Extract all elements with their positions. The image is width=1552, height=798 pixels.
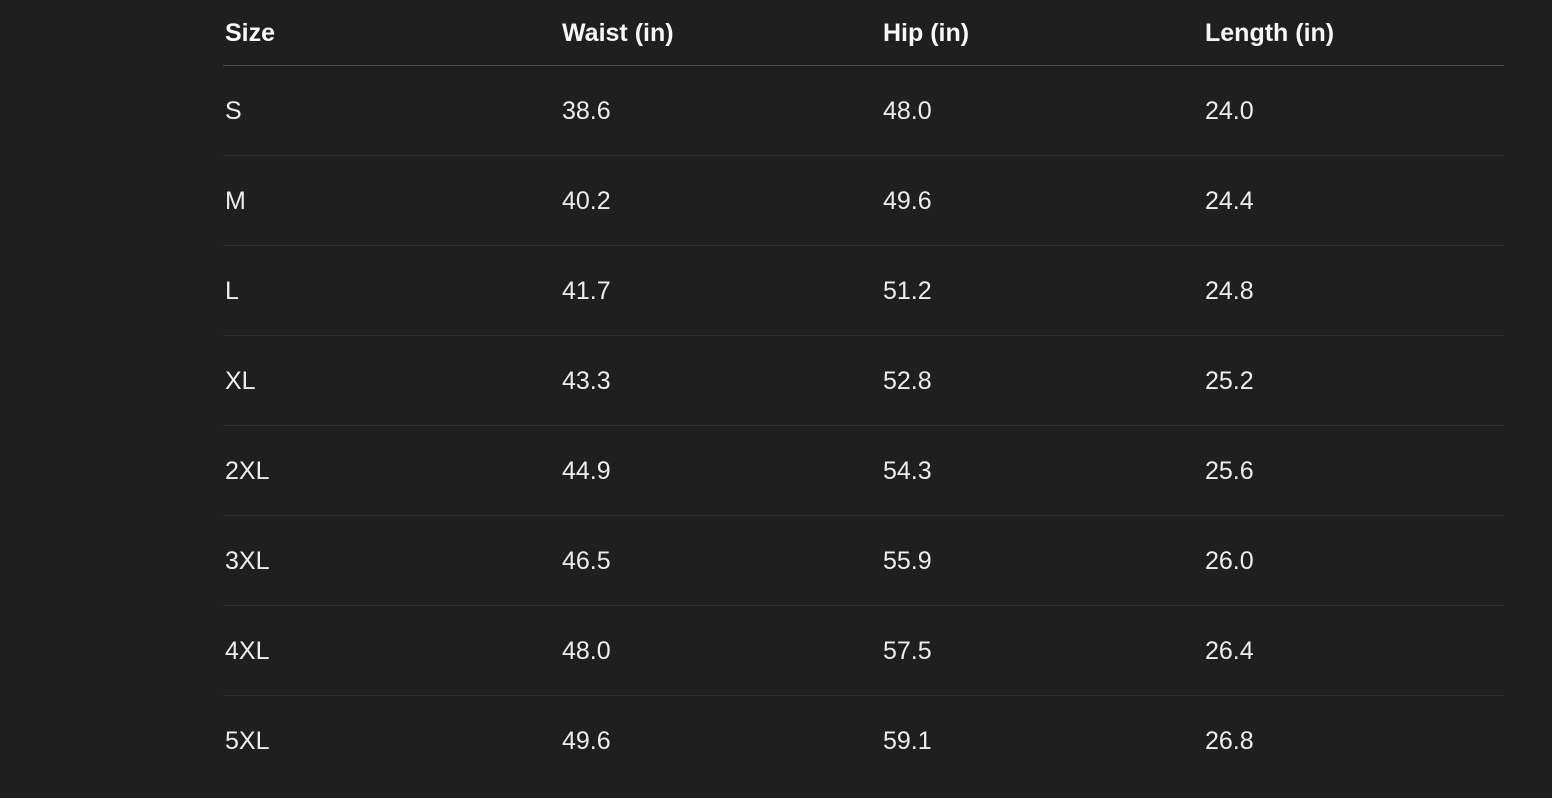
table-row: L 41.7 51.2 24.8 xyxy=(223,246,1504,336)
column-header-size: Size xyxy=(225,18,276,47)
cell-waist: 46.5 xyxy=(562,546,611,575)
cell-length: 26.0 xyxy=(1205,546,1254,575)
cell-hip: 51.2 xyxy=(883,276,932,305)
cell-length: 24.4 xyxy=(1205,186,1254,215)
table-header-row: Size Waist (in) Hip (in) Length (in) xyxy=(223,0,1504,66)
cell-size: 4XL xyxy=(225,636,270,665)
table-row: 3XL 46.5 55.9 26.0 xyxy=(223,516,1504,606)
cell-size: L xyxy=(225,276,239,305)
cell-hip: 48.0 xyxy=(883,96,932,125)
cell-length: 24.8 xyxy=(1205,276,1254,305)
cell-size: S xyxy=(225,96,242,125)
table-row: 5XL 49.6 59.1 26.8 xyxy=(223,696,1504,786)
cell-waist: 48.0 xyxy=(562,636,611,665)
cell-hip: 59.1 xyxy=(883,727,932,755)
cell-size: XL xyxy=(225,366,256,395)
cell-size: 2XL xyxy=(225,456,270,485)
cell-length: 26.4 xyxy=(1205,636,1254,665)
cell-hip: 55.9 xyxy=(883,546,932,575)
cell-waist: 43.3 xyxy=(562,366,611,395)
table-row: XL 43.3 52.8 25.2 xyxy=(223,336,1504,426)
cell-waist: 49.6 xyxy=(562,727,611,755)
cell-size: M xyxy=(225,186,246,215)
table-row: S 38.6 48.0 24.0 xyxy=(223,66,1504,156)
cell-waist: 38.6 xyxy=(562,96,611,125)
column-header-waist: Waist (in) xyxy=(562,18,674,47)
cell-length: 25.2 xyxy=(1205,366,1254,395)
table-row: 4XL 48.0 57.5 26.4 xyxy=(223,606,1504,696)
cell-waist: 41.7 xyxy=(562,276,611,305)
cell-hip: 49.6 xyxy=(883,186,932,215)
table-row: 2XL 44.9 54.3 25.6 xyxy=(223,426,1504,516)
cell-hip: 54.3 xyxy=(883,456,932,485)
column-header-length: Length (in) xyxy=(1205,18,1335,47)
column-header-hip: Hip (in) xyxy=(883,18,970,47)
cell-waist: 40.2 xyxy=(562,186,611,215)
cell-size: 3XL xyxy=(225,546,270,575)
cell-size: 5XL xyxy=(225,727,270,755)
cell-length: 24.0 xyxy=(1205,96,1254,125)
cell-length: 26.8 xyxy=(1205,727,1254,755)
size-chart-table: Size Waist (in) Hip (in) Length (in) S 3… xyxy=(223,0,1504,786)
cell-waist: 44.9 xyxy=(562,456,611,485)
table-row: M 40.2 49.6 24.4 xyxy=(223,156,1504,246)
cell-hip: 52.8 xyxy=(883,366,932,395)
cell-length: 25.6 xyxy=(1205,456,1254,485)
cell-hip: 57.5 xyxy=(883,636,932,665)
